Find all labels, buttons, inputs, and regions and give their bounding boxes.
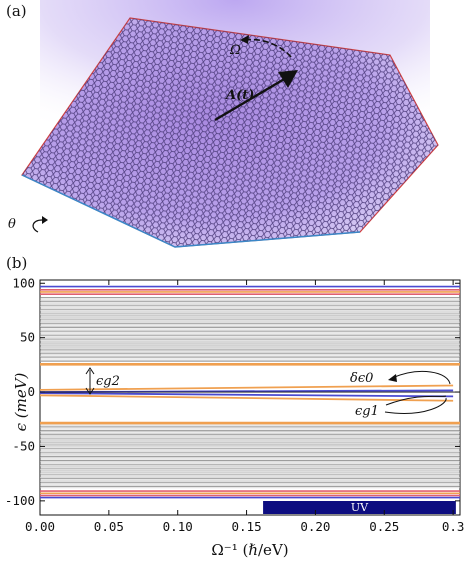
theta-arrowhead: [42, 216, 48, 224]
hexagonal-lattice: [22, 18, 438, 247]
panel-a-label: (a): [6, 2, 27, 20]
deps0-arrow: [391, 371, 451, 385]
y-tick-label: 50: [20, 330, 35, 345]
eg1-arrow: [384, 397, 447, 414]
x-axis-ticks: 0.00 0.05 0.10 0.15 0.20 0.25 0.3: [25, 280, 464, 534]
x-tick-label: 0.3: [442, 519, 465, 534]
split-line-upper-orange: [39, 384, 454, 391]
y-tick-label: 0: [27, 384, 35, 399]
x-tick-label: 0.25: [369, 519, 399, 534]
uv-label: UV: [351, 501, 369, 514]
eg2-arrowheads: [85, 367, 95, 395]
eg1-label: ϵg1: [355, 404, 379, 419]
split-line-lower-orange: [39, 394, 454, 402]
theta-arc: [32, 219, 43, 233]
deps0-arrowhead: [388, 374, 397, 382]
x-tick-label: 0.15: [232, 519, 262, 534]
eg2-label: ϵg2: [96, 374, 120, 389]
x-tick-label: 0.05: [94, 519, 124, 534]
y-axis-label: ϵ (meV): [12, 372, 30, 431]
graphene-illustration: Ω A(t) θ: [8, 0, 439, 248]
deps0-label: δϵ0: [350, 371, 373, 386]
gap-splitting: [39, 384, 460, 402]
x-tick-label: 0.10: [163, 519, 193, 534]
uv-bar: [263, 501, 456, 514]
eg1-arrow-2: [385, 395, 447, 406]
y-tick-label: -50: [12, 438, 35, 453]
vector-arrowhead: [278, 70, 298, 88]
spectrum-plot: UV 0.00 0.05 0.10 0.15 0.20 0.25 0.3 100 50 0 -50…: [5, 275, 465, 559]
rotation-arrowhead: [240, 35, 249, 44]
vector-label: A(t): [224, 88, 254, 103]
split-line-lower-blue: [39, 392, 454, 398]
lattice-edge: [21, 174, 361, 248]
x-tick-label: 0.00: [25, 519, 55, 534]
omega-label: Ω: [229, 43, 241, 58]
y-tick-label: -100: [5, 493, 35, 508]
vector-potential-arrow: [214, 76, 287, 122]
y-tick-label: 100: [12, 275, 35, 290]
x-tick-label: 0.20: [300, 519, 330, 534]
energy-levels: [40, 285, 460, 499]
y-axis-ticks: 100 50 0 -50 -100: [5, 275, 460, 508]
x-axis-label: Ω⁻¹ (ℏ/eV): [211, 541, 288, 559]
panel-b-label: (b): [6, 254, 28, 272]
theta-label: θ: [8, 217, 16, 232]
